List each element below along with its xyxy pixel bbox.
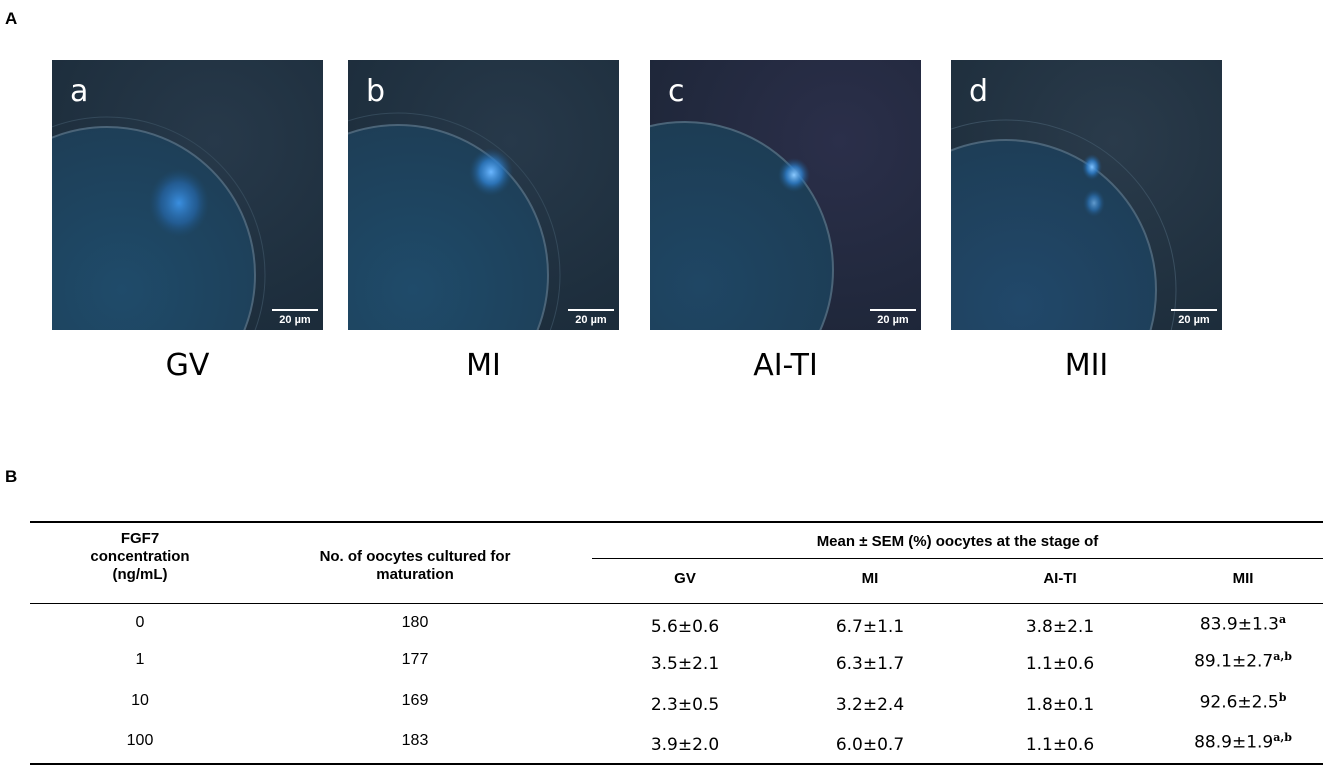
- stage-caption-mii: MII: [1064, 348, 1109, 383]
- cell-ai-ti: 1.8±0.1: [1025, 695, 1095, 715]
- header-mii: MII: [1232, 570, 1254, 587]
- table-bottom-rule: [30, 763, 1323, 765]
- scale-bar: 20 µm: [1171, 309, 1217, 326]
- cell-mi: 6.0±0.7: [835, 735, 905, 755]
- header-concentration-line3: (ng/mL): [112, 566, 168, 583]
- table-top-rule: [30, 521, 1323, 523]
- micrograph-gv: a 20 µm: [52, 60, 323, 330]
- scale-bar-label: 20 µm: [279, 314, 311, 326]
- scale-bar-label: 20 µm: [575, 314, 607, 326]
- cell-mii-superscript: a,b: [1273, 650, 1292, 663]
- scale-bar-line: [568, 309, 614, 311]
- header-oocytes-line1: No. of oocytes cultured for: [319, 548, 511, 565]
- cell-mii-value: 83.9±1.3: [1199, 614, 1279, 635]
- header-oocytes: No. of oocytes cultured for maturation: [270, 548, 560, 584]
- cell-gv: 3.9±2.0: [650, 735, 720, 755]
- cell-mii: 92.6±2.5b: [1158, 691, 1325, 713]
- cell-oocytes: 183: [401, 732, 429, 749]
- cell-mii: 83.9±1.3a: [1158, 613, 1325, 635]
- cell-mii-value: 92.6±2.5: [1199, 692, 1279, 713]
- header-ai-ti: AI-TI: [1043, 570, 1077, 587]
- cell-mii-value: 89.1±2.7: [1194, 651, 1274, 672]
- image-letter: b: [366, 74, 386, 109]
- panel-label-a: A: [5, 9, 18, 28]
- header-bottom-rule: [30, 603, 1323, 604]
- micrograph-ai-ti: c 20 µm: [650, 60, 921, 330]
- header-concentration-line2: concentration: [90, 548, 190, 565]
- stage-caption-mi: MI: [466, 348, 501, 383]
- scale-bar: 20 µm: [568, 309, 614, 326]
- cell-gv: 2.3±0.5: [650, 695, 720, 715]
- scale-bar-line: [272, 309, 318, 311]
- cell-concentration: 1: [135, 651, 145, 668]
- header-gv: GV: [674, 570, 696, 587]
- stage-caption-ai-ti: AI-TI: [753, 348, 818, 383]
- image-letter: a: [70, 74, 89, 109]
- cell-mii: 89.1±2.7a,b: [1158, 650, 1325, 672]
- cell-oocytes: 177: [401, 651, 429, 668]
- cell-ai-ti: 1.1±0.6: [1025, 735, 1095, 755]
- header-mi: MI: [861, 570, 879, 587]
- cell-mii-value: 88.9±1.9: [1194, 732, 1274, 753]
- header-oocytes-line2: maturation: [376, 566, 454, 583]
- header-concentration-line1: FGF7: [120, 530, 160, 547]
- header-stage-group: Mean ± SEM (%) oocytes at the stage of: [816, 533, 1099, 550]
- cell-mi: 6.7±1.1: [835, 617, 905, 637]
- cell-mi: 6.3±1.7: [835, 654, 905, 674]
- image-letter: c: [668, 74, 685, 109]
- scale-bar-line: [1171, 309, 1217, 311]
- cell-ai-ti: 3.8±2.1: [1025, 617, 1095, 637]
- cell-oocytes: 180: [401, 614, 429, 631]
- cell-ai-ti: 1.1±0.6: [1025, 654, 1095, 674]
- micrograph-mii: d 20 µm: [951, 60, 1222, 330]
- scale-bar-line: [870, 309, 916, 311]
- cell-oocytes: 169: [401, 692, 429, 709]
- cell-mii-superscript: a: [1279, 613, 1287, 626]
- cell-concentration: 0: [135, 614, 145, 631]
- cell-mii-superscript: b: [1278, 691, 1287, 704]
- scale-bar: 20 µm: [272, 309, 318, 326]
- cell-gv: 5.6±0.6: [650, 617, 720, 637]
- image-letter: d: [969, 74, 989, 109]
- cell-concentration: 10: [131, 692, 149, 709]
- cell-mi: 3.2±2.4: [835, 695, 905, 715]
- cell-mii-superscript: a,b: [1273, 731, 1292, 744]
- micrograph-mi: b 20 µm: [348, 60, 619, 330]
- scale-bar-label: 20 µm: [877, 314, 909, 326]
- cell-concentration: 100: [126, 732, 154, 749]
- stage-caption-gv: GV: [165, 348, 210, 383]
- scale-bar: 20 µm: [870, 309, 916, 326]
- cell-gv: 3.5±2.1: [650, 654, 720, 674]
- header-concentration: FGF7 concentration (ng/mL): [60, 530, 220, 584]
- group-header-rule: [592, 558, 1323, 559]
- scale-bar-label: 20 µm: [1178, 314, 1210, 326]
- panel-label-b: B: [5, 467, 18, 486]
- cell-mii: 88.9±1.9a,b: [1158, 731, 1325, 753]
